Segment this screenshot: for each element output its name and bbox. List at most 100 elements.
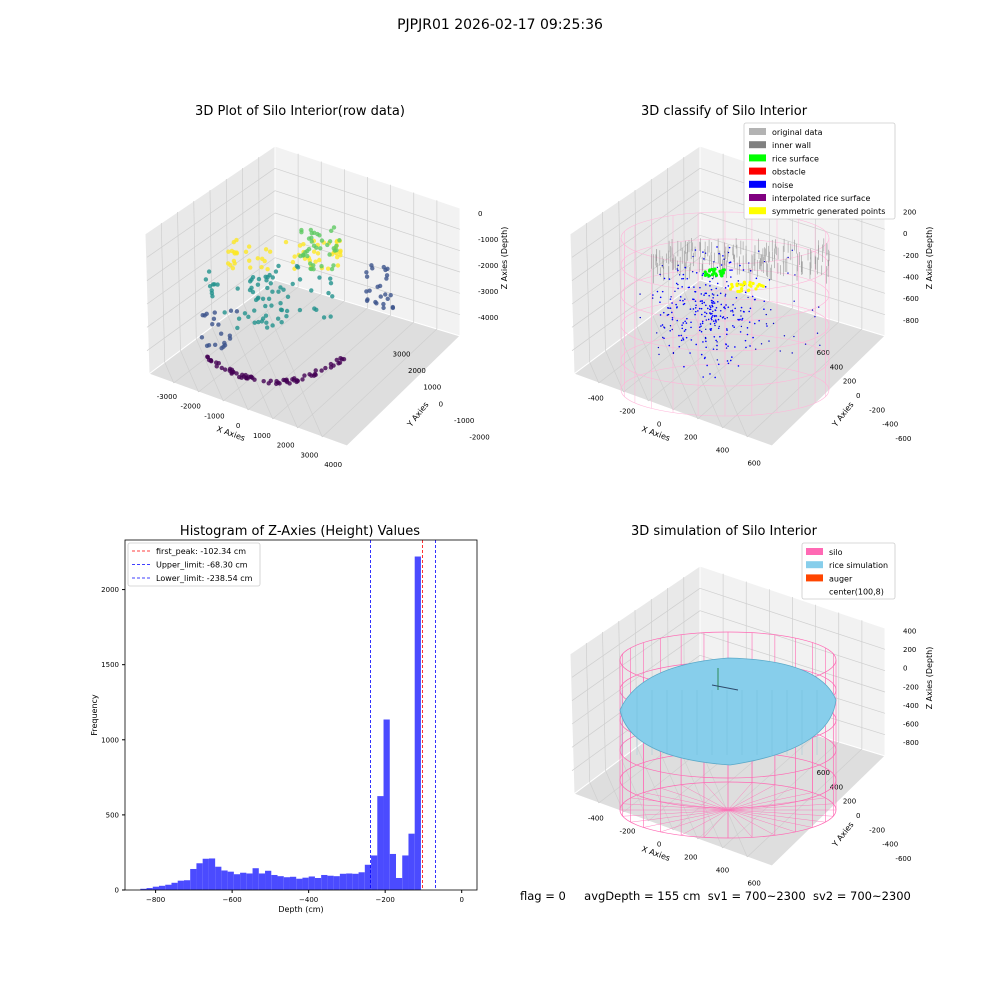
- y-tick-label: -400: [882, 421, 898, 429]
- noise-point: [749, 307, 752, 310]
- grid-line: [146, 235, 276, 328]
- noise-point: [730, 310, 732, 312]
- noise-point: [713, 335, 716, 338]
- histogram-bar: [321, 874, 328, 890]
- noise-point: [681, 327, 684, 330]
- y-tick-label: -2000: [469, 434, 489, 442]
- data-point: [381, 301, 386, 307]
- noise-point: [656, 290, 659, 293]
- grid-line: [258, 291, 323, 438]
- symmetric-point: [735, 282, 739, 286]
- data-point: [212, 310, 217, 315]
- x-tick-label: -3000: [157, 393, 177, 401]
- noise-point: [765, 313, 767, 316]
- data-point: [218, 331, 224, 336]
- rice-surface-point: [703, 270, 707, 274]
- noise-point: [816, 332, 819, 334]
- data-point: [214, 364, 219, 369]
- data-point: [281, 287, 286, 292]
- rice-simulation-surface: [619, 657, 837, 766]
- y-tick-label: 3000: [393, 350, 411, 358]
- simulation-legend: silo rice simulation auger center(100,8): [801, 542, 896, 600]
- histogram-bar: [364, 864, 372, 890]
- grid-line: [571, 257, 701, 351]
- noise-point: [717, 363, 720, 366]
- noise-point: [669, 307, 672, 310]
- symmetric-point: [759, 283, 764, 288]
- noise-point: [772, 322, 775, 325]
- data-point: [209, 291, 215, 296]
- grid-line: [274, 212, 461, 273]
- data-point: [335, 263, 341, 268]
- legend-swatch: [806, 587, 823, 595]
- x-tick-label: -400: [588, 395, 604, 403]
- data-point: [319, 368, 324, 373]
- grid-line: [571, 610, 701, 701]
- grid-line: [699, 234, 886, 294]
- noise-point: [701, 322, 704, 325]
- data-point: [300, 377, 305, 382]
- silo-wire-spoke: [630, 809, 729, 823]
- data-point: [297, 243, 303, 248]
- noise-point: [671, 302, 673, 304]
- data-point: [205, 354, 210, 359]
- noise-point: [672, 352, 675, 355]
- noise-point: [712, 320, 715, 322]
- histogram-bar: [352, 873, 359, 890]
- data-point: [321, 315, 327, 320]
- y-tick-label: 0: [439, 400, 443, 408]
- noise-point: [819, 344, 821, 346]
- noise-point: [708, 305, 711, 307]
- status-footer: flag = 0 avgDepth = 155 cm sv1 = 700~230…: [520, 889, 911, 903]
- silo-wire-spoke: [727, 809, 775, 836]
- noise-point: [741, 319, 743, 321]
- histogram-bar: [339, 873, 347, 890]
- noise-point: [734, 307, 736, 310]
- data-point: [367, 288, 372, 293]
- noise-point: [712, 314, 714, 317]
- x-axis-label: X Axies: [640, 844, 671, 863]
- x-tick-label: 200: [684, 434, 697, 442]
- histogram-bar: [246, 873, 253, 890]
- x-tick-label: −800: [146, 896, 165, 904]
- avg-depth-text: avgDepth = 155 cm: [584, 889, 701, 903]
- noise-point: [704, 336, 707, 339]
- noise-point: [702, 341, 704, 343]
- y-tick-label: 200: [843, 798, 856, 806]
- noise-point: [732, 303, 734, 306]
- data-point: [338, 252, 343, 258]
- noise-point: [679, 296, 682, 298]
- noise-point: [713, 322, 716, 325]
- data-point: [284, 314, 289, 319]
- noise-point: [695, 272, 698, 274]
- simulation-plot-title: 3D simulation of Silo Interior: [631, 524, 817, 539]
- x-tick-label: -200: [620, 828, 636, 836]
- noise-point: [691, 271, 694, 273]
- rice-surface-point: [707, 274, 711, 278]
- noise-point: [763, 300, 766, 303]
- noise-point: [728, 246, 731, 249]
- noise-point: [675, 306, 678, 309]
- noise-point: [712, 300, 715, 303]
- classify-legend: original data inner wall rice surface obsta…: [743, 122, 896, 220]
- noise-point: [678, 334, 680, 337]
- z-tick-label: 400: [903, 628, 916, 636]
- y-tick-label: 600: [817, 769, 830, 777]
- data-point: [331, 263, 336, 268]
- x-tick-label: 4000: [324, 461, 342, 469]
- noise-point: [717, 318, 720, 321]
- data-point: [261, 378, 266, 384]
- noise-point: [717, 327, 720, 330]
- legend-swatch: [749, 207, 766, 215]
- noise-point: [676, 319, 679, 322]
- data-point: [255, 256, 261, 261]
- noise-point: [741, 317, 744, 320]
- noise-point: [704, 315, 706, 318]
- data-point: [383, 292, 388, 297]
- grid-line: [571, 168, 701, 258]
- legend-box: [127, 542, 261, 587]
- noise-point: [716, 246, 718, 248]
- noise-point: [764, 286, 767, 288]
- grid-line: [672, 307, 793, 411]
- noise-point: [676, 268, 678, 270]
